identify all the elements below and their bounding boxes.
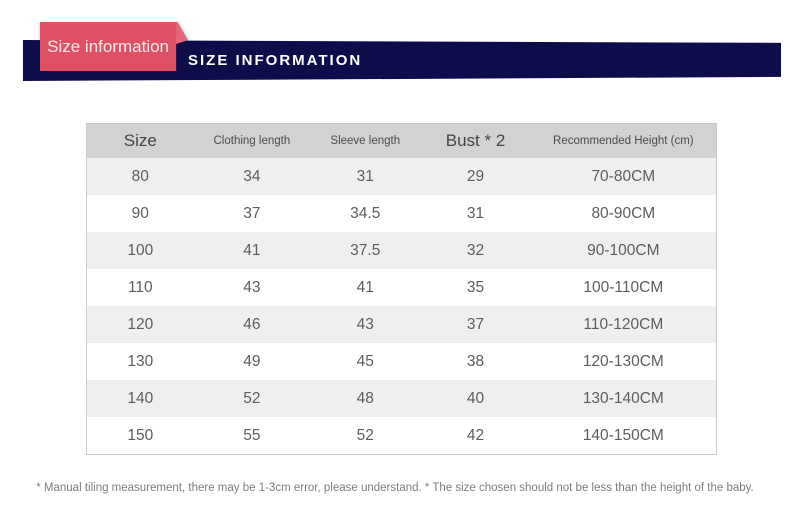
- table-cell: 90-100CM: [587, 241, 660, 259]
- table-cell: 130-140CM: [582, 389, 664, 407]
- table-row: 140 52 48 40 130-140CM: [86, 380, 717, 417]
- ribbon-label: Size information: [47, 36, 170, 56]
- column-header: Clothing length: [193, 123, 311, 158]
- table-cell: 55: [243, 426, 261, 444]
- table-cell: 41: [356, 278, 374, 296]
- measurement-footnote: * Manual tiling measurement, there may b…: [36, 482, 754, 494]
- column-header: Recommended Height (cm): [530, 123, 717, 158]
- table-cell: 90: [131, 204, 149, 222]
- table-row: 120 46 43 37 110-120CM: [86, 306, 717, 343]
- column-header: Sleeve length: [310, 123, 421, 158]
- table-cell: 37: [466, 315, 485, 333]
- table-cell: 34.5: [350, 204, 381, 222]
- table-cell: 100: [127, 241, 154, 259]
- size-table: Size Clothing length Sleeve length Bust * 2…: [86, 123, 717, 455]
- column-header: Size: [86, 123, 194, 158]
- table-row: 130 49 45 38 120-130CM: [86, 343, 717, 380]
- table-cell: 52: [243, 389, 261, 407]
- table-cell: 140: [127, 389, 154, 407]
- table-cell: 80-90CM: [591, 204, 656, 222]
- table-cell: 41: [243, 241, 261, 259]
- size-table-body: 80 34 31 29 70-80CM 90 37 34.5 31 80-90CM 100 41 37.…: [86, 158, 717, 455]
- table-cell: 45: [356, 352, 374, 370]
- table-cell: 34: [243, 167, 261, 185]
- table-cell: 29: [466, 167, 485, 185]
- ribbon-fold-corner: [176, 22, 188, 45]
- table-row: 150 55 52 42 140-150CM: [86, 417, 717, 455]
- size-table-header: Size Clothing length Sleeve length Bust * 2…: [86, 123, 717, 158]
- table-cell: 120: [127, 315, 154, 333]
- table-cell: 110-120CM: [583, 315, 664, 333]
- table-cell: 35: [466, 278, 485, 296]
- table-cell: 110: [127, 278, 153, 296]
- table-cell: 48: [356, 389, 374, 407]
- table-row: 100 41 37.5 32 90-100CM: [86, 232, 717, 269]
- table-cell: 43: [243, 278, 261, 296]
- table-cell: 120-130CM: [582, 352, 664, 370]
- table-cell: 37: [243, 204, 261, 222]
- table-cell: 100-110CM: [583, 278, 664, 296]
- table-cell: 49: [243, 352, 261, 370]
- table-cell: 31: [466, 204, 485, 222]
- table-cell: 150: [127, 426, 154, 444]
- column-header: Bust * 2: [420, 123, 531, 158]
- table-cell: 37.5: [350, 241, 381, 259]
- table-cell: 46: [243, 315, 261, 333]
- table-cell: 38: [466, 352, 485, 370]
- table-cell: 130: [127, 352, 154, 370]
- table-cell: 80: [131, 167, 149, 185]
- table-row: 90 37 34.5 31 80-90CM: [86, 195, 717, 232]
- size-information-ribbon: Size information: [40, 22, 188, 71]
- table-cell: 140-150CM: [582, 426, 664, 444]
- table-cell: 70-80CM: [591, 167, 656, 185]
- table-cell: 40: [466, 389, 485, 407]
- table-cell: 31: [356, 167, 374, 185]
- table-cell: 42: [466, 426, 485, 444]
- table-row: 80 34 31 29 70-80CM: [86, 158, 717, 195]
- table-cell: 52: [356, 426, 374, 444]
- section-title: SIZE INFORMATION: [188, 52, 363, 69]
- header-row: Size Clothing length Sleeve length Bust * 2…: [86, 123, 717, 158]
- ribbon-shape: [40, 22, 188, 71]
- table-row: 110 43 41 35 100-110CM: [86, 269, 717, 306]
- table-cell: 32: [466, 241, 485, 259]
- table-cell: 43: [356, 315, 374, 333]
